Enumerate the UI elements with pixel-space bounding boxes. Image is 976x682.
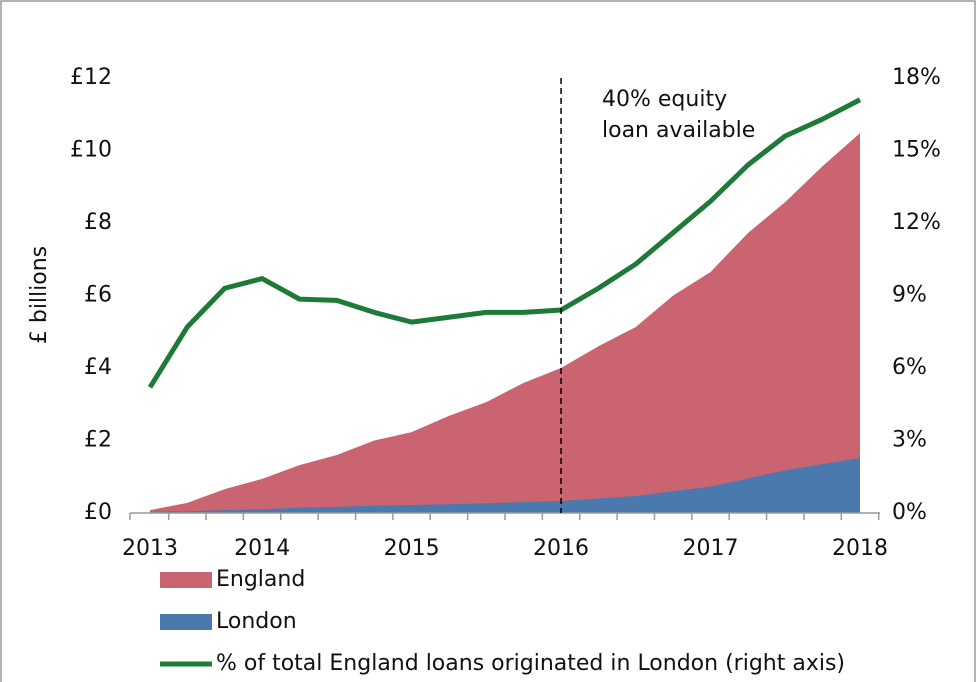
area: [150, 457, 860, 513]
y2-tick-label: 18%: [892, 65, 941, 90]
y-tick-label: £12: [70, 65, 112, 90]
line: [147, 97, 862, 389]
y2-tick-label: 15%: [892, 138, 941, 163]
x-tick-label: 2017: [683, 536, 739, 561]
legend-swatch: [160, 572, 212, 588]
x-tick-label: 2018: [832, 536, 888, 561]
y-tick-label: £10: [70, 138, 112, 163]
x-tick-label: 2016: [533, 536, 589, 561]
annotation-text: loan available: [602, 118, 755, 143]
y2-tick-label: 6%: [892, 355, 927, 380]
x-tick-label: 2013: [122, 536, 178, 561]
y-tick-label: £2: [84, 428, 112, 453]
x-tick-label: 2015: [384, 536, 440, 561]
y2-tick-label: 3%: [892, 428, 927, 453]
legend-label: London: [216, 609, 297, 634]
y-tick-label: £4: [84, 355, 112, 380]
legend-label: England: [216, 567, 305, 592]
y2-tick-label: 9%: [892, 283, 927, 308]
y2-tick-label: 0%: [892, 500, 927, 525]
annotation-text: 40% equity: [602, 87, 727, 112]
y-tick-label: £0: [84, 500, 112, 525]
legend-swatch: [160, 614, 212, 630]
y-tick-label: £8: [84, 210, 112, 235]
legend-label: % of total England loans originated in L…: [216, 651, 845, 676]
x-tick-label: 2014: [234, 536, 290, 561]
y-tick-label: £6: [84, 283, 112, 308]
y2-tick-label: 12%: [892, 210, 941, 235]
area: [150, 133, 860, 513]
y-axis-label: £ billions: [27, 246, 52, 344]
